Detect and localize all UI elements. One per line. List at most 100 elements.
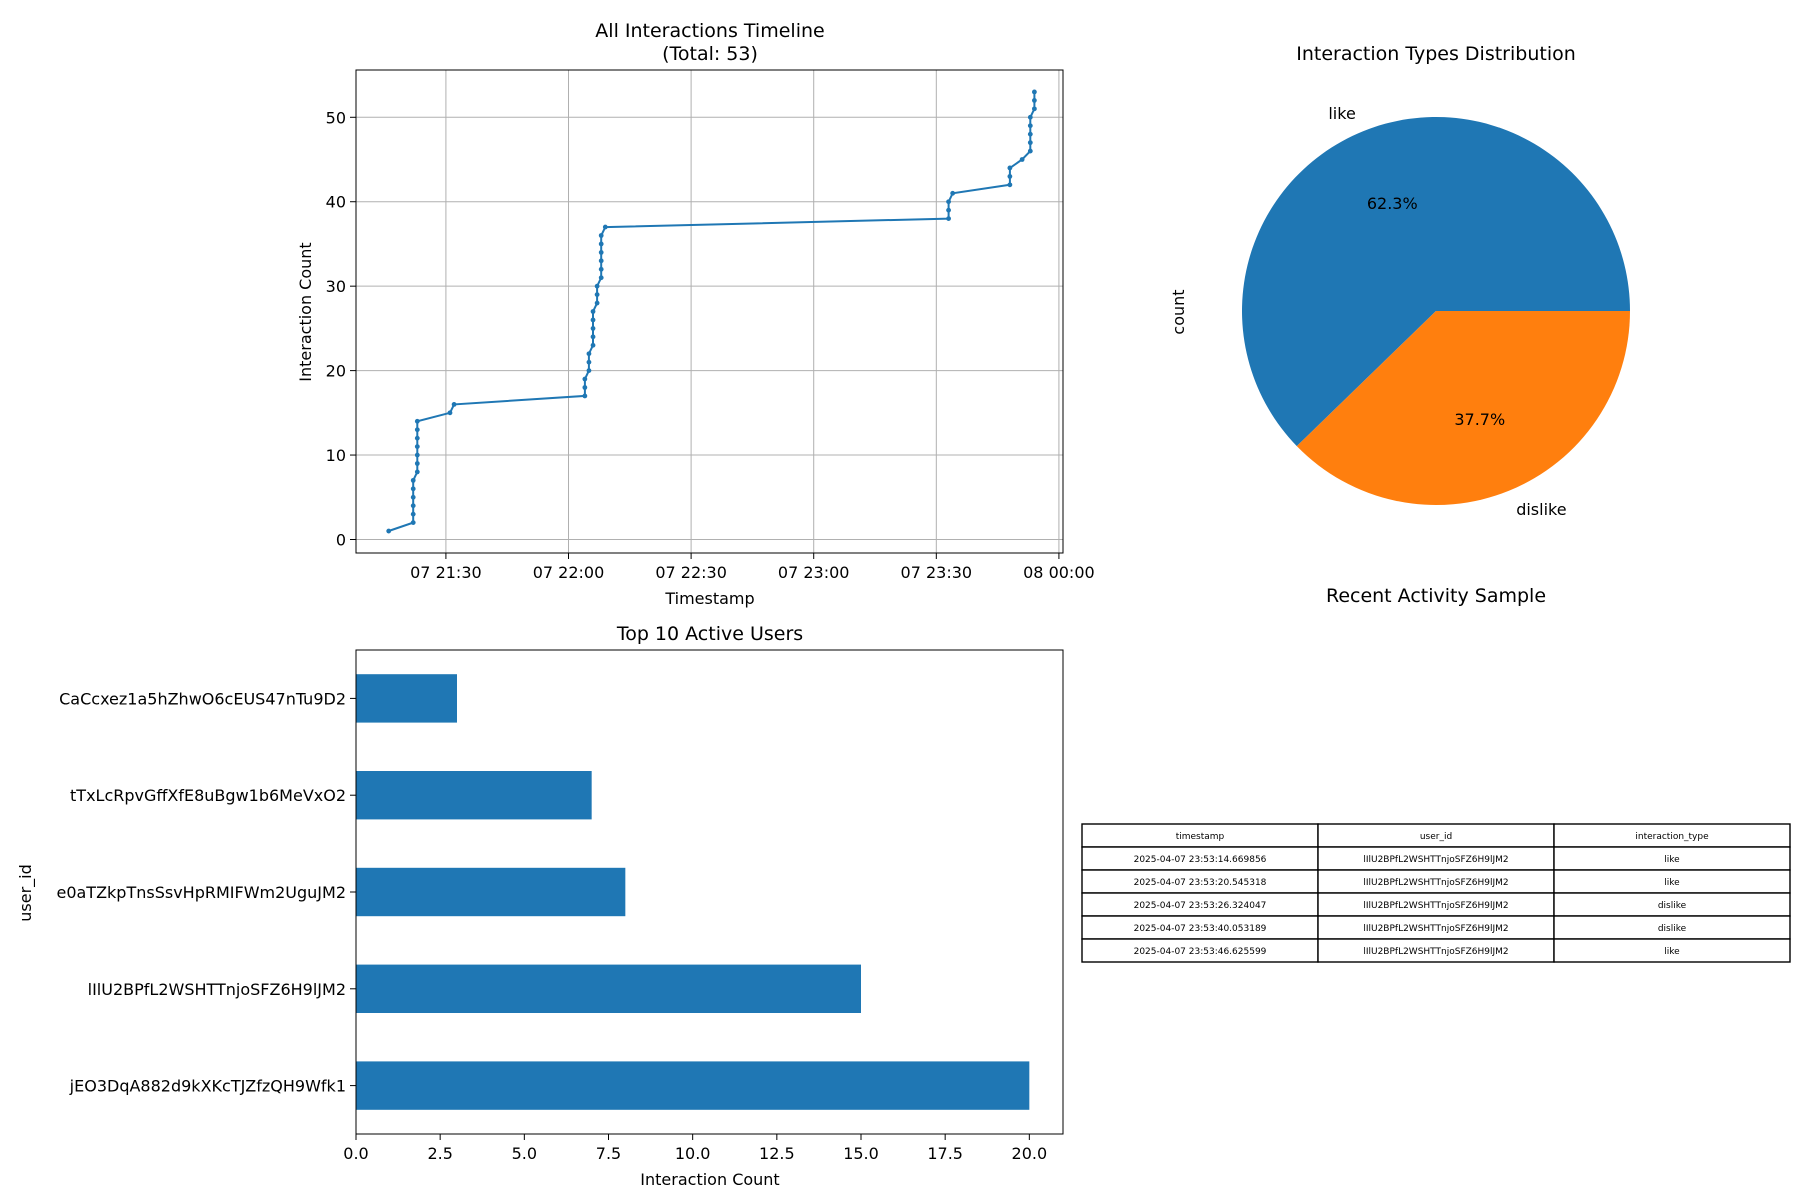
table-cell-text: 2025-04-07 23:53:20.545318 bbox=[1134, 878, 1267, 888]
pie-slice-dislike bbox=[1296, 311, 1630, 505]
timeline-point bbox=[414, 452, 420, 458]
timeline-point bbox=[1027, 123, 1033, 129]
timeline-axes-frame bbox=[355, 69, 1064, 554]
timeline-point bbox=[598, 275, 604, 281]
timeline-subtitle: (Total: 53) bbox=[662, 43, 758, 65]
timeline-point bbox=[590, 342, 596, 348]
table-cell-text: lIlU2BPfL2WSHTTnjoSFZ6H9lJM2 bbox=[1363, 924, 1508, 934]
bar-axes-frame bbox=[355, 649, 1064, 1135]
pie-slices: like 62.3% dislike 37.7% bbox=[1242, 104, 1630, 519]
timeline-point bbox=[410, 511, 416, 517]
timeline-grid bbox=[356, 70, 1063, 553]
timeline-x-tick-label: 07 23:00 bbox=[778, 563, 850, 582]
timeline-point bbox=[586, 368, 592, 374]
bar-2 bbox=[356, 867, 626, 917]
timeline-point bbox=[594, 292, 600, 298]
timeline-point bbox=[598, 249, 604, 255]
timeline-point bbox=[602, 224, 608, 230]
bar-category-label: jEO3DqA882d9kXKcTJZfzQH9Wfk1 bbox=[69, 1077, 346, 1096]
bar-category-label: CaCcxez1a5hZhwO6cEUS47nTu9D2 bbox=[59, 689, 346, 708]
pie-slice-like bbox=[1242, 116, 1630, 447]
timeline-y-tick-label: 50 bbox=[326, 108, 346, 127]
timeline-xlabel: Timestamp bbox=[664, 589, 754, 608]
bar-x-tick-label: 0.0 bbox=[343, 1144, 368, 1163]
timeline-point bbox=[410, 477, 416, 483]
bar-x-tick-label: 5.0 bbox=[512, 1144, 537, 1163]
timeline-point bbox=[598, 241, 604, 247]
table-header-label: timestamp bbox=[1176, 832, 1225, 842]
timeline-point bbox=[414, 418, 420, 424]
timeline-point bbox=[1007, 182, 1013, 188]
table-cell-text: like bbox=[1664, 947, 1680, 957]
pie-pct-dislike: 37.7% bbox=[1454, 410, 1505, 429]
bar-x-tick-label: 7.5 bbox=[596, 1144, 621, 1163]
timeline-point bbox=[414, 435, 420, 441]
timeline-point bbox=[594, 283, 600, 289]
bar-4 bbox=[356, 674, 457, 723]
timeline-y-tick-label: 30 bbox=[326, 277, 346, 296]
timeline-point bbox=[598, 233, 604, 238]
timeline-point bbox=[582, 376, 588, 382]
timeline-title: All Interactions Timeline bbox=[595, 20, 824, 42]
timeline-point bbox=[1027, 114, 1033, 120]
bar-x-tick-label: 2.5 bbox=[427, 1144, 452, 1163]
timeline-point bbox=[1027, 131, 1033, 137]
table-cell-text: 2025-04-07 23:53:14.669856 bbox=[1134, 855, 1267, 865]
bar-x-tick-label: 20.0 bbox=[1012, 1144, 1048, 1163]
pie-label-like: like bbox=[1328, 104, 1355, 123]
table-header-label: user_id bbox=[1420, 832, 1452, 842]
bar-x-tick-label: 10.0 bbox=[675, 1144, 711, 1163]
timeline-point bbox=[414, 444, 420, 450]
timeline-point bbox=[946, 207, 951, 213]
table-cell-text: lIlU2BPfL2WSHTTnjoSFZ6H9lJM2 bbox=[1363, 947, 1508, 957]
timeline-point bbox=[414, 427, 420, 433]
timeline-point bbox=[950, 190, 956, 196]
table-cell-text: dislike bbox=[1658, 924, 1687, 934]
timeline-point bbox=[447, 410, 453, 416]
timeline-point bbox=[582, 385, 588, 390]
bar-chart: Top 10 Active Users jEO3DqA882d9kXKcTJZf… bbox=[16, 623, 1064, 1189]
timeline-point bbox=[1027, 140, 1033, 146]
table-cell-text: lIlU2BPfL2WSHTTnjoSFZ6H9lJM2 bbox=[1363, 878, 1508, 888]
bar-0 bbox=[356, 1061, 1030, 1110]
timeline-point bbox=[590, 317, 596, 323]
timeline-y-tick-label: 10 bbox=[326, 446, 346, 465]
pie-ylabel: count bbox=[1169, 289, 1188, 334]
bar-xlabel: Interaction Count bbox=[640, 1170, 779, 1189]
timeline-y-tick-label: 0 bbox=[336, 530, 346, 549]
table-cell-text: like bbox=[1664, 878, 1680, 888]
table-cell-text: lIlU2BPfL2WSHTTnjoSFZ6H9lJM2 bbox=[1363, 855, 1508, 865]
timeline-point bbox=[410, 520, 416, 526]
bar-category-label: tTxLcRpvGffXfE8uBgw1b6MeVxO2 bbox=[70, 786, 346, 805]
timeline-series-line bbox=[388, 92, 1036, 532]
timeline-y-tick-label: 40 bbox=[326, 193, 346, 212]
timeline-point bbox=[586, 359, 592, 365]
timeline-point bbox=[386, 528, 392, 534]
timeline-point bbox=[582, 393, 588, 399]
timeline-x-tick-label: 07 23:30 bbox=[901, 563, 973, 582]
timeline-point bbox=[1007, 165, 1013, 171]
timeline-x-tick-label: 07 22:00 bbox=[533, 563, 605, 582]
timeline-line bbox=[386, 89, 1037, 534]
table-cell-text: dislike bbox=[1658, 901, 1687, 911]
table-header-label: interaction_type bbox=[1635, 832, 1709, 842]
timeline-point bbox=[410, 486, 416, 492]
table-cell-text: lIlU2BPfL2WSHTTnjoSFZ6H9lJM2 bbox=[1363, 901, 1508, 911]
timeline-point bbox=[410, 503, 416, 509]
timeline-point bbox=[590, 325, 596, 331]
timeline-point bbox=[590, 334, 596, 340]
table-cells: timestamp user_id interaction_type 2025-04-… bbox=[1081, 823, 1791, 963]
bar-title: Top 10 Active Users bbox=[616, 623, 803, 645]
timeline-x-tick-label: 07 22:30 bbox=[655, 563, 727, 582]
bar-category-label: e0aTZkpTnsSsvHpRMIFWm2UguJM2 bbox=[56, 883, 346, 902]
bar-ylabel: user_id bbox=[16, 864, 36, 922]
bar-marks: jEO3DqA882d9kXKcTJZfzQH9Wfk1 lIlU2BPfL2WS… bbox=[56, 674, 1047, 1163]
table-cell-text: 2025-04-07 23:53:40.053189 bbox=[1134, 924, 1267, 934]
bar-1 bbox=[356, 964, 861, 1013]
timeline-point bbox=[410, 494, 416, 500]
timeline-point bbox=[1019, 157, 1025, 162]
pie-title: Interaction Types Distribution bbox=[1296, 43, 1576, 65]
timeline-y-tick-label: 20 bbox=[326, 362, 346, 381]
timeline-point bbox=[1031, 89, 1037, 95]
